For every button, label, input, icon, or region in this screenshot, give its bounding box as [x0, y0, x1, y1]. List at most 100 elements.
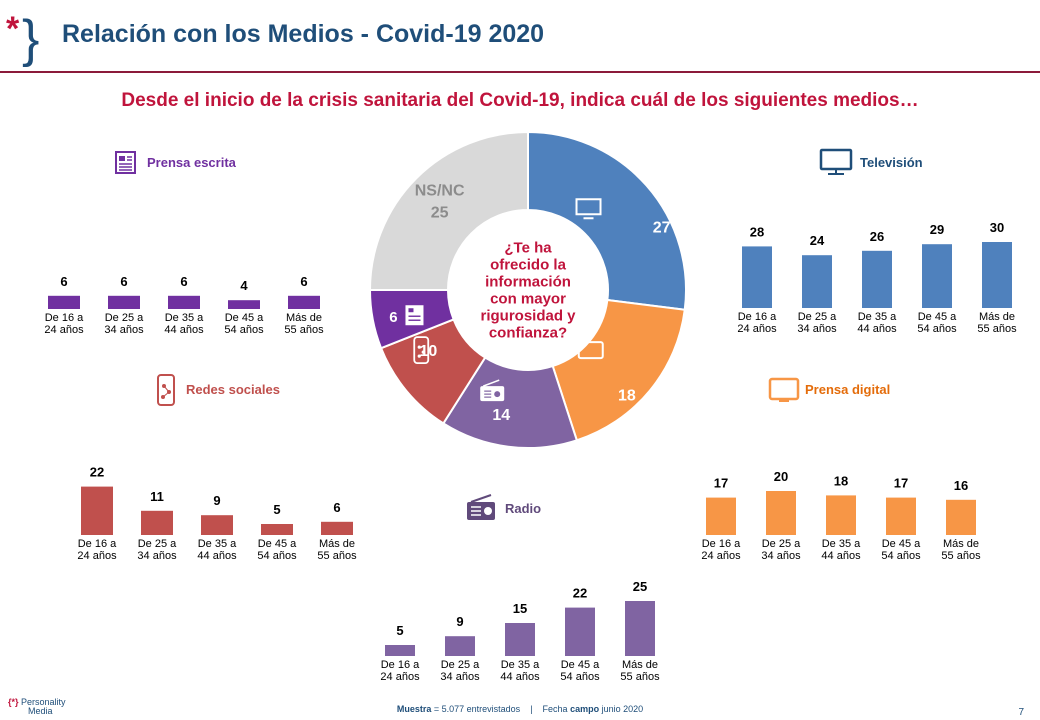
x-tick-label: Más de: [319, 538, 355, 550]
center-question-line: ofrecido la: [490, 257, 567, 274]
bar: [946, 499, 976, 535]
bar-chart-television: 28 De 16 a24 años 24 De 25 a34 años 26 De 35 …: [737, 220, 1017, 335]
bar-value-label: 29: [930, 222, 944, 237]
x-tick-label: Más de: [943, 538, 979, 550]
newspaper-icon: [115, 151, 136, 174]
center-question-line: ¿Te ha: [504, 240, 552, 257]
pie-value-label: 14: [492, 407, 510, 424]
x-tick-label: 55 años: [977, 323, 1017, 335]
bar-value-label: 18: [834, 473, 848, 488]
bar: [261, 524, 293, 535]
bar: [625, 601, 655, 656]
bar: [802, 255, 832, 308]
label-radio: Radio: [505, 501, 542, 516]
x-tick-label: De 35 a: [501, 659, 540, 671]
x-tick-label: De 35 a: [822, 538, 861, 550]
x-tick-label: De 16 a: [78, 538, 117, 550]
x-tick-label: 54 años: [257, 550, 297, 562]
newspaper-icon: [405, 305, 424, 326]
bar-value-label: 9: [213, 493, 220, 508]
x-tick-label: De 16 a: [381, 659, 420, 671]
brand-footer-logo: {*} Personality Media: [8, 698, 66, 716]
header-divider: [0, 71, 1040, 73]
bar-chart-radio: 5 De 16 a24 años 9 De 25 a34 años 15 De 35 a4…: [380, 579, 660, 683]
bar-value-label: 6: [180, 274, 187, 289]
bar: [321, 521, 353, 535]
svg-text:}: }: [22, 10, 39, 68]
bar-value-label: 5: [396, 623, 403, 638]
x-tick-label: 24 años: [701, 550, 741, 562]
footer-note: Muestra = 5.077 entrevistados | Fecha ca…: [0, 704, 1040, 714]
pie-value-label: 18: [618, 387, 636, 404]
bar-value-label: 6: [120, 274, 127, 289]
brand-logo-icon: * }: [6, 10, 39, 68]
date-bold: campo: [570, 704, 600, 714]
bar-value-label: 20: [774, 469, 788, 484]
bar-chart-redes-sociales: 22 De 16 a24 años 11 De 25 a34 años 9 De 35 a…: [77, 465, 357, 562]
x-tick-label: De 35 a: [858, 311, 897, 323]
bar-value-label: 25: [633, 579, 647, 594]
x-tick-label: De 25 a: [105, 312, 144, 324]
bar: [922, 244, 952, 308]
sample-label: Muestra: [396, 704, 432, 714]
pie-value-label: 10: [419, 343, 437, 360]
x-tick-label: De 25 a: [762, 538, 801, 550]
x-tick-label: De 35 a: [165, 312, 204, 324]
bar: [445, 636, 475, 656]
smartphone-icon: [157, 374, 175, 406]
x-tick-label: 24 años: [44, 324, 84, 336]
brand-line1: Personality: [21, 697, 66, 707]
x-tick-label: 24 años: [380, 671, 420, 683]
center-question-line: información: [485, 274, 571, 291]
x-tick-label: 55 años: [284, 324, 324, 336]
bar-value-label: 24: [810, 233, 825, 248]
footer-separator: |: [530, 704, 533, 714]
bar: [288, 295, 320, 309]
x-tick-label: 44 años: [857, 323, 897, 335]
bar: [385, 645, 415, 656]
center-question-line: con mayor: [490, 291, 566, 308]
x-tick-label: 54 años: [917, 323, 957, 335]
laptop-icon: [768, 377, 800, 402]
bar-value-label: 17: [894, 476, 908, 491]
bar: [565, 607, 595, 656]
x-tick-label: Más de: [979, 311, 1015, 323]
sample-text: = 5.077 entrevistados: [433, 704, 521, 714]
pie-slice-0: [527, 130, 687, 311]
x-tick-label: 34 años: [137, 550, 177, 562]
page-title: Relación con los Medios - Covid-19 2020: [62, 20, 545, 48]
x-tick-label: De 45 a: [882, 538, 921, 550]
bar-value-label: 30: [990, 220, 1004, 235]
brand-line2: Media: [28, 706, 53, 716]
label-television: Televisión: [860, 155, 923, 170]
x-tick-label: 54 años: [560, 671, 600, 683]
bar: [706, 497, 736, 535]
survey-question: Desde el inicio de la crisis sanitaria d…: [121, 90, 919, 111]
x-tick-label: De 45 a: [561, 659, 600, 671]
x-tick-label: 24 años: [737, 323, 777, 335]
bar-value-label: 28: [750, 224, 764, 239]
page-number: 7: [1018, 707, 1024, 718]
bar: [168, 295, 200, 309]
x-tick-label: 54 años: [881, 550, 921, 562]
bar: [886, 497, 916, 535]
x-tick-label: 34 años: [761, 550, 801, 562]
x-tick-label: 55 años: [317, 550, 357, 562]
x-tick-label: Más de: [622, 659, 658, 671]
x-tick-label: De 16 a: [45, 312, 84, 324]
bar: [201, 515, 233, 535]
svg-text:*: *: [6, 10, 20, 48]
bar-value-label: 26: [870, 229, 884, 244]
x-tick-label: 34 años: [104, 324, 144, 336]
tv-icon: [819, 148, 853, 175]
pie-slice-label: NS/NC: [415, 183, 465, 200]
bar-value-label: 22: [573, 586, 587, 601]
x-tick-label: 55 años: [620, 671, 660, 683]
bar: [862, 250, 892, 308]
x-tick-label: De 25 a: [138, 538, 177, 550]
bar: [108, 295, 140, 309]
x-tick-label: 24 años: [77, 550, 117, 562]
x-tick-label: Más de: [286, 312, 322, 324]
bar-value-label: 22: [90, 465, 104, 480]
